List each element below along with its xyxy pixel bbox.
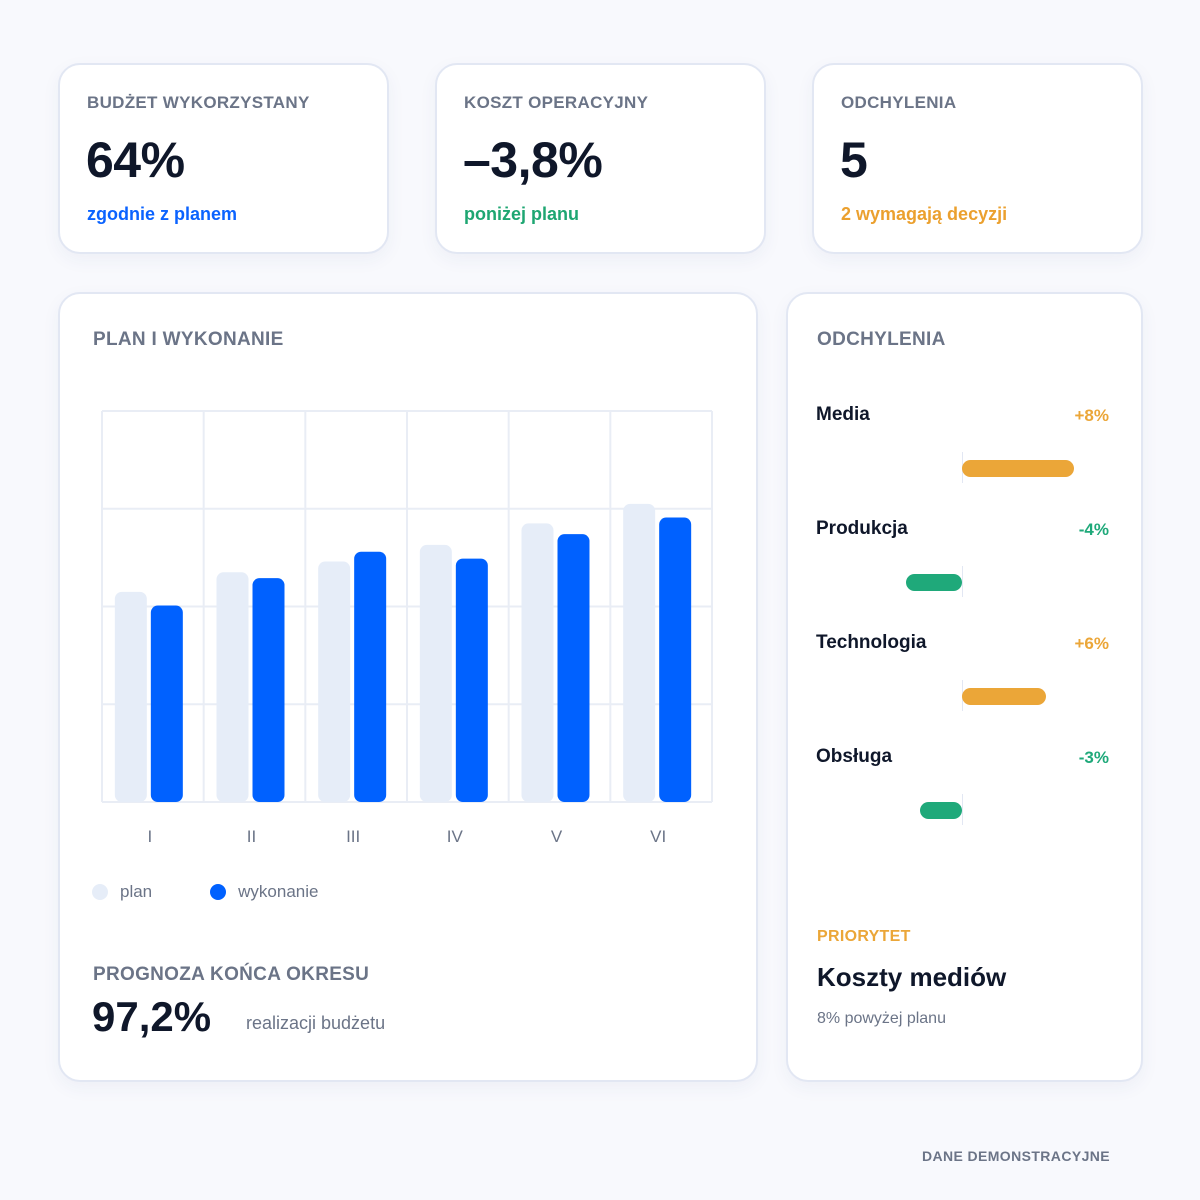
kpi-value: 5 (840, 132, 868, 188)
priority-title: Koszty mediów (817, 962, 1007, 992)
bar-actual (455, 558, 488, 802)
deviation-value: -4% (1078, 520, 1109, 539)
forecast-value: 97,2% (92, 993, 212, 1040)
chart-legend: plan wykonanie (92, 882, 318, 902)
kpi-card-operating-cost: KOSZT OPERACYJNY –3,8% poniżej planu (435, 63, 766, 254)
kpi-note: 2 wymagają decyzji (841, 204, 1008, 224)
deviation-bar (962, 460, 1074, 477)
bar-plan (623, 503, 656, 802)
kpi-label: BUDŻET WYKORZYSTANY (87, 93, 310, 112)
priority-label: PRIORYTET (817, 928, 911, 945)
bar-plan (216, 572, 249, 802)
legend-actual-label: wykonanie (238, 882, 319, 901)
bar-actual (557, 534, 590, 802)
legend-plan-swatch (92, 884, 108, 900)
bar-plan (318, 561, 351, 802)
deviations-card: ODCHYLENIA Media +8% Produkcja -4% Techn… (786, 292, 1143, 1082)
x-tick-label: VI (650, 827, 666, 846)
kpi-note: zgodnie z planem (87, 204, 238, 224)
bar-plan (521, 523, 554, 802)
chart-title: PLAN I WYKONANIE (93, 329, 284, 350)
deviation-name: Obsługa (816, 746, 893, 767)
plan-actual-chart: I II III IV V VI (101, 410, 713, 846)
bar-actual (354, 551, 387, 802)
kpi-label: ODCHYLENIA (841, 93, 957, 112)
deviation-bar (962, 688, 1046, 705)
kpi-card-budget: BUDŻET WYKORZYSTANY 64% zgodnie z planem (58, 63, 389, 254)
kpi-value: –3,8% (463, 132, 603, 188)
deviation-name: Media (816, 404, 870, 425)
legend-actual-swatch (210, 884, 227, 900)
deviation-value: +8% (1074, 406, 1110, 425)
forecast-caption: realizacji budżetu (246, 1013, 386, 1033)
x-tick-label: IV (447, 827, 464, 846)
demo-data-footer: DANE DEMONSTRACYJNE (921, 1148, 1110, 1164)
deviation-bar (920, 802, 962, 819)
deviation-axis (962, 794, 963, 825)
kpi-note: poniżej planu (464, 204, 579, 224)
deviation-bar (906, 574, 962, 591)
x-tick-label: I (147, 827, 152, 846)
forecast-label: PROGNOZA KOŃCA OKRESU (93, 964, 370, 985)
bar-plan (419, 544, 452, 802)
x-tick-label: V (551, 827, 563, 846)
bar-actual (659, 517, 692, 802)
plan-chart-card: PLAN I WYKONANIE I II III IV V VI plan wykona… (58, 292, 758, 1082)
x-tick-label: III (346, 827, 360, 846)
x-tick-label: II (247, 827, 256, 846)
deviation-axis (962, 566, 963, 597)
deviation-name: Produkcja (816, 518, 908, 539)
deviation-value: -3% (1078, 748, 1109, 767)
priority-note: 8% powyżej planu (817, 1010, 946, 1027)
kpi-label: KOSZT OPERACYJNY (464, 93, 649, 112)
kpi-card-deviations: ODCHYLENIA 5 2 wymagają decyzji (812, 63, 1143, 254)
deviations-title: ODCHYLENIA (817, 329, 946, 350)
legend-plan-label: plan (120, 882, 153, 901)
deviation-value: +6% (1074, 634, 1110, 653)
bar-actual (150, 605, 183, 802)
kpi-value: 64% (86, 132, 185, 188)
deviation-name: Technologia (816, 632, 927, 653)
bar-actual (252, 578, 285, 802)
bar-plan (114, 591, 147, 802)
